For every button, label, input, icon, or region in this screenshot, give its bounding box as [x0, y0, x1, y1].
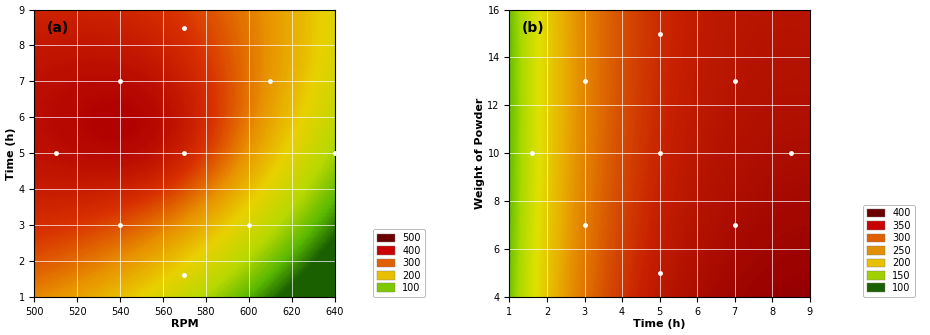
X-axis label: Time (h): Time (h) [633, 320, 685, 329]
X-axis label: RPM: RPM [171, 320, 198, 329]
Text: (b): (b) [522, 21, 544, 35]
Y-axis label: Time (h): Time (h) [6, 127, 16, 180]
Text: (a): (a) [46, 21, 69, 35]
Legend: 500, 400, 300, 200, 100: 500, 400, 300, 200, 100 [373, 229, 425, 297]
Legend: 400, 350, 300, 250, 200, 150, 100: 400, 350, 300, 250, 200, 150, 100 [863, 205, 915, 297]
Y-axis label: Weight of Powder: Weight of Powder [474, 97, 485, 209]
